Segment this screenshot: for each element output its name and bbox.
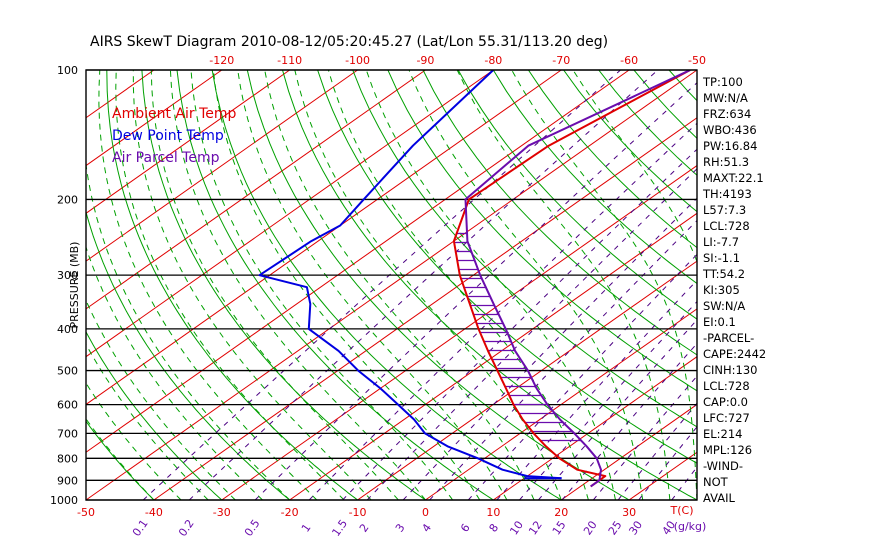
bottom-temp-tick: 20 — [554, 506, 568, 519]
index-entry: EL:214 — [703, 427, 743, 441]
bottom-temp-tick: 10 — [486, 506, 500, 519]
indices-panel: TP:100 MW:N/A FRZ:634 WBO:436 PW:16.84 RH:51.… — [702, 75, 766, 505]
top-temp-tick: -80 — [484, 54, 502, 67]
index-entry: FRZ:634 — [703, 107, 751, 121]
index-entry: PW:16.84 — [703, 139, 757, 153]
pressure-tick: 300 — [57, 269, 78, 282]
pressure-tick: 200 — [57, 193, 78, 206]
top-temp-tick: -120 — [209, 54, 234, 67]
bottom-temp-tick: 30 — [622, 506, 636, 519]
index-entry: CAP:0.0 — [703, 395, 748, 409]
bottom-temperature-ticks: -50 -40 -30 -20 -10 0 10 20 30 — [77, 506, 636, 519]
isobar-lines — [86, 69, 697, 501]
index-entry: LI:-7.7 — [703, 235, 739, 249]
pressure-tick: 900 — [57, 474, 78, 487]
pressure-tick: 400 — [57, 323, 78, 336]
plot-frame — [85, 69, 698, 501]
top-temp-tick: -90 — [416, 54, 434, 67]
index-entry: SW:N/A — [703, 299, 745, 313]
pressure-ticks: 100 200 300 400 500 600 700 800 900 1000 — [50, 64, 78, 507]
index-entry: L57:7.3 — [703, 203, 746, 217]
bottom-temp-tick: -20 — [281, 506, 299, 519]
index-entry: -PARCEL- — [703, 331, 754, 345]
index-entry: WBO:436 — [703, 123, 757, 137]
page-title: AIRS SkewT Diagram 2010-08-12/05:20:45.2… — [90, 34, 608, 50]
index-entry: KI:305 — [703, 283, 740, 297]
index-entry: SI:-1.1 — [703, 251, 740, 265]
index-entry: RH:51.3 — [703, 155, 749, 169]
index-entry: LCL:728 — [703, 219, 750, 233]
index-entry: AVAIL — [703, 491, 736, 505]
y-axis-label: PRESSURE (MB) — [68, 242, 81, 329]
pressure-tick: 700 — [57, 427, 78, 440]
legend-dew-point-temp: Dew Point Temp — [112, 128, 224, 144]
sounding-curves — [258, 70, 691, 488]
top-temp-tick: -100 — [345, 54, 370, 67]
bottom-temp-tick: -40 — [145, 506, 163, 519]
legend-ambient-air-temp: Ambient Air Temp — [112, 106, 237, 122]
index-entry: MW:N/A — [703, 91, 748, 105]
index-entry: -WIND- — [703, 459, 743, 473]
sounding-curve-dew-point-temp — [258, 70, 562, 480]
index-entry: MPL:126 — [703, 443, 752, 457]
pressure-tick: 100 — [57, 64, 78, 77]
cape-shaded-region — [454, 232, 582, 442]
legend-air-parcel-temp: Air Parcel Temp — [112, 150, 220, 166]
index-entry: CINH:130 — [703, 363, 758, 377]
mixing-ratio-lines — [142, 70, 697, 500]
bottom-temp-tick: -30 — [213, 506, 231, 519]
index-entry: CAPE:2442 — [703, 347, 766, 361]
top-temp-tick: -50 — [688, 54, 706, 67]
legend: Ambient Air Temp Dew Point Temp Air Parcel… — [112, 106, 237, 166]
index-entry: EI:0.1 — [703, 315, 736, 329]
index-entry: NOT — [703, 475, 729, 489]
bottom-temp-tick: -50 — [77, 506, 95, 519]
pressure-tick: 1000 — [50, 494, 78, 507]
pressure-tick: 800 — [57, 452, 78, 465]
pressure-tick: 600 — [57, 399, 78, 412]
x-axis-mixratio-label: (g/kg) — [674, 520, 707, 533]
sounding-curve-air-parcel-temp — [464, 70, 691, 488]
index-entry: LCL:728 — [703, 379, 750, 393]
index-entry: TT:54.2 — [702, 267, 745, 281]
sounding-curve-ambient-air-temp — [452, 70, 691, 488]
top-temperature-ticks: -120 -110 -100 -90 -80 -70 -60 -50 — [209, 54, 706, 67]
top-temp-tick: -60 — [620, 54, 638, 67]
index-entry: LFC:727 — [703, 411, 750, 425]
bottom-temp-tick: -10 — [349, 506, 367, 519]
index-entry: MAXT:22.1 — [703, 171, 764, 185]
top-temp-tick: -70 — [552, 54, 570, 67]
index-entry: TH:4193 — [702, 187, 752, 201]
top-temp-tick: -110 — [277, 54, 302, 67]
moist-adiabat-lines — [86, 70, 697, 500]
x-axis-temp-label: T(C) — [670, 504, 694, 517]
index-entry: TP:100 — [702, 75, 743, 89]
bottom-temp-tick: 0 — [422, 506, 429, 519]
pressure-tick: 500 — [57, 365, 78, 378]
